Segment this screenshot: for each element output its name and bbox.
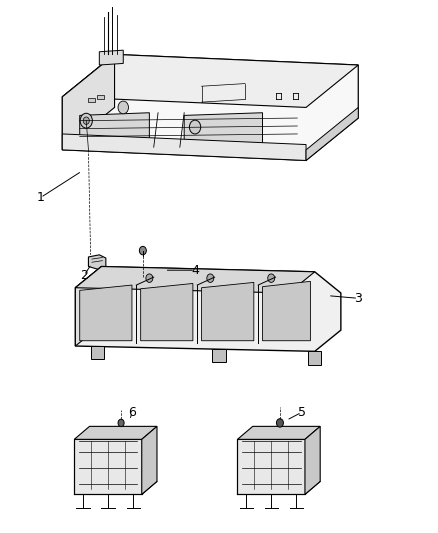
Circle shape [118, 419, 124, 426]
Circle shape [80, 114, 92, 128]
Polygon shape [62, 54, 358, 108]
Polygon shape [305, 426, 320, 495]
Polygon shape [141, 284, 193, 341]
Circle shape [118, 101, 128, 114]
Polygon shape [262, 281, 311, 341]
Text: 6: 6 [128, 406, 136, 419]
Polygon shape [306, 108, 358, 160]
Text: 3: 3 [354, 292, 362, 305]
Polygon shape [91, 346, 104, 359]
Polygon shape [212, 349, 226, 362]
Polygon shape [201, 282, 254, 341]
Polygon shape [74, 426, 157, 439]
Polygon shape [88, 255, 106, 270]
Circle shape [146, 274, 153, 282]
Text: 5: 5 [298, 406, 306, 419]
Polygon shape [237, 426, 320, 439]
Polygon shape [99, 50, 123, 65]
Polygon shape [237, 439, 305, 495]
Polygon shape [62, 134, 306, 160]
Circle shape [83, 117, 89, 124]
Circle shape [139, 246, 146, 255]
Polygon shape [75, 266, 102, 346]
Polygon shape [75, 266, 315, 293]
Polygon shape [142, 426, 157, 495]
Polygon shape [184, 113, 262, 147]
Polygon shape [75, 266, 341, 351]
FancyBboxPatch shape [97, 95, 104, 100]
Circle shape [189, 120, 201, 134]
Polygon shape [74, 439, 142, 495]
FancyBboxPatch shape [88, 98, 95, 102]
Polygon shape [308, 351, 321, 365]
Text: 4: 4 [191, 264, 199, 277]
Text: 1: 1 [37, 191, 45, 204]
Polygon shape [62, 54, 115, 150]
Circle shape [207, 274, 214, 282]
Text: 2: 2 [80, 269, 88, 282]
Polygon shape [80, 285, 132, 341]
Polygon shape [62, 54, 358, 160]
Circle shape [276, 419, 283, 427]
Circle shape [268, 274, 275, 282]
Polygon shape [80, 113, 149, 147]
